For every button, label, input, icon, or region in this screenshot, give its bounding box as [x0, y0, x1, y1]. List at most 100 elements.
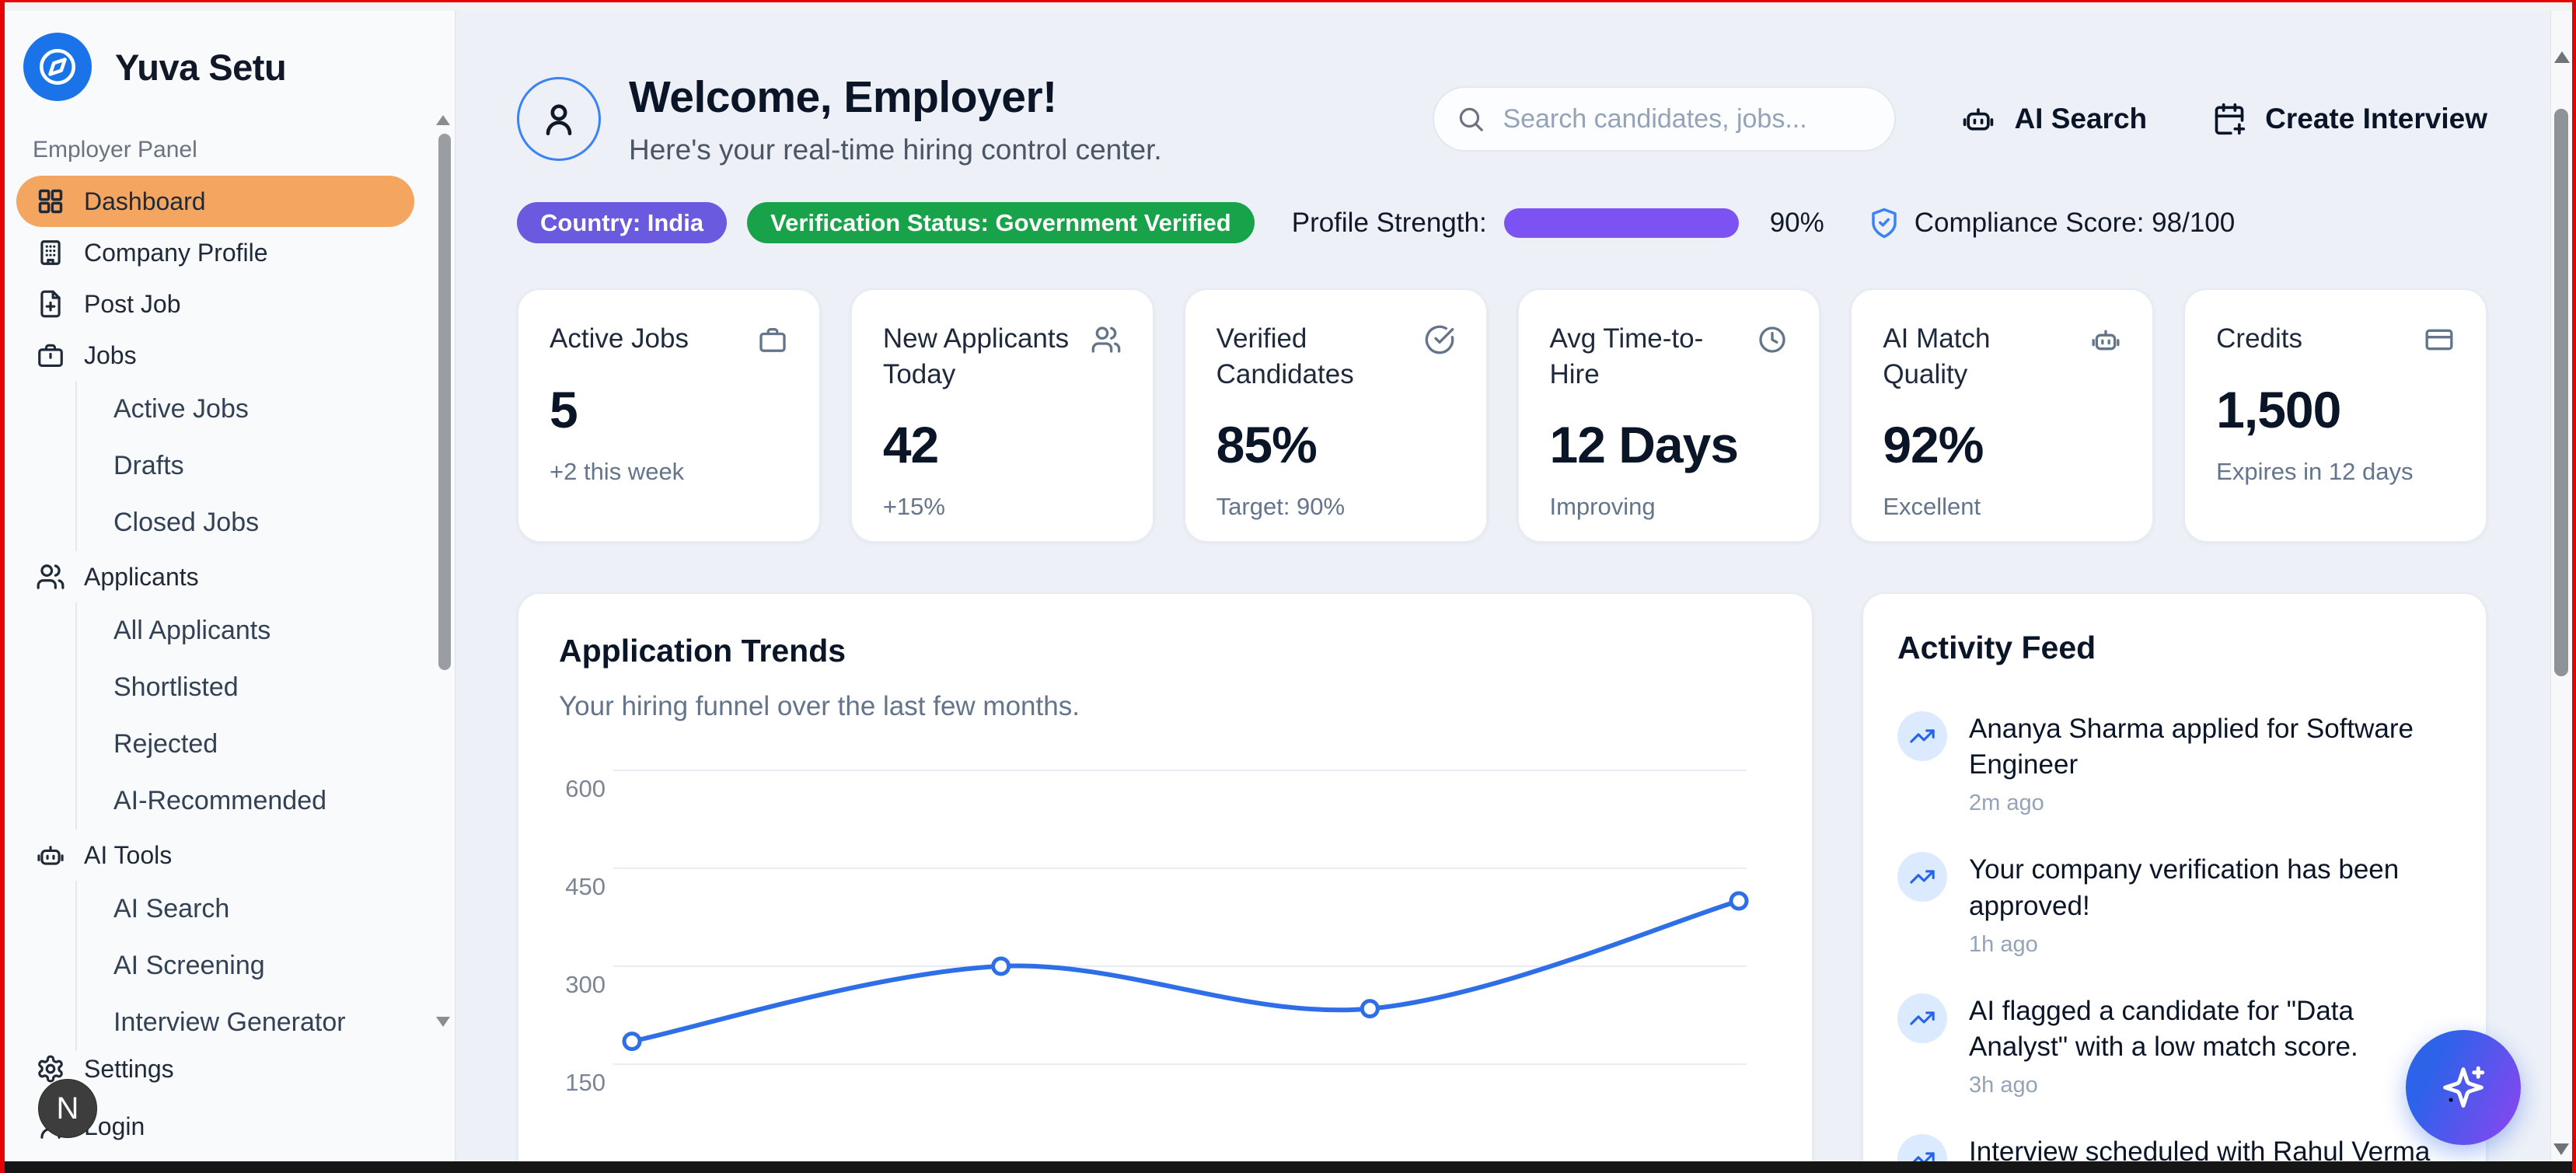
window-scrollbar[interactable]	[2550, 11, 2572, 1161]
search-box[interactable]	[1433, 86, 1897, 152]
trending-up-icon	[1897, 1134, 1947, 1161]
scroll-up-arrow[interactable]	[2553, 51, 2570, 63]
stat-card-credits[interactable]: Credits 1,500 Expires in 12 days	[2183, 288, 2487, 543]
stat-value: 12 Days	[1549, 416, 1740, 473]
sidebar-item-ai-recommended[interactable]: AI-Recommended	[77, 773, 455, 829]
sidebar-item-label: Drafts	[113, 451, 184, 480]
activity-text: Your company verification has been appro…	[1969, 854, 2400, 921]
sidebar-item-closed-jobs[interactable]: Closed Jobs	[77, 494, 455, 551]
activity-item[interactable]: AI flagged a candidate for "Data Analyst…	[1897, 993, 2452, 1098]
sidebar-item-active-jobs[interactable]: Active Jobs	[77, 381, 455, 438]
ai-assistant-fab[interactable]	[2406, 1030, 2521, 1145]
brand: Yuva Setu	[5, 11, 455, 101]
page-title: Welcome, Employer!	[629, 72, 1057, 122]
sidebar-item-interview-generator[interactable]: Interview Generator	[77, 994, 455, 1051]
app-surface: Yuva Setu Employer Panel Dashboard Compa…	[5, 11, 2551, 1161]
user-avatar[interactable]: N	[38, 1079, 97, 1138]
sidebar: Yuva Setu Employer Panel Dashboard Compa…	[5, 11, 456, 1161]
stat-title: Active Jobs	[550, 323, 689, 354]
sidebar-item-label: Settings	[84, 1054, 174, 1083]
stat-card-ai-match-quality[interactable]: AI Match Quality 92% Excellent	[1850, 288, 2155, 543]
sidebar-item-company-profile[interactable]: Company Profile	[16, 227, 414, 278]
sidebar-item-ai-tools[interactable]: AI Tools	[16, 829, 414, 881]
sidebar-item-ai-search[interactable]: AI Search	[77, 881, 455, 937]
sidebar-item-label: AI Tools	[84, 840, 173, 869]
users-icon	[1091, 326, 1120, 353]
compliance-score: Compliance Score: 98/100	[1914, 207, 2236, 238]
sidebar-item-label: AI-Recommended	[113, 786, 327, 815]
clock-icon	[1759, 326, 1785, 353]
create-interview-button[interactable]: Create Interview	[2212, 102, 2487, 136]
stat-title: AI Match Quality	[1883, 323, 1991, 389]
activity-item[interactable]: Interview scheduled with Rahul Verma for…	[1897, 1134, 2452, 1161]
sidebar-item-shortlisted[interactable]: Shortlisted	[77, 659, 455, 716]
activity-text: AI flagged a candidate for "Data Analyst…	[1969, 995, 2358, 1062]
search-input[interactable]	[1501, 103, 1873, 135]
svg-text:300: 300	[565, 971, 606, 998]
calendar-plus-icon	[2215, 103, 2246, 135]
sidebar-item-jobs[interactable]: Jobs	[16, 330, 414, 381]
window-scrollbar-thumb[interactable]	[2554, 109, 2568, 676]
main-content: Welcome, Employer! Here's your real-time…	[456, 11, 2551, 1161]
stat-card-new-applicants[interactable]: New Applicants Today 42 +15%	[850, 288, 1154, 543]
brand-logo	[23, 33, 92, 101]
users-icon	[37, 564, 65, 589]
svg-text:450: 450	[565, 873, 606, 900]
building-icon	[40, 240, 61, 265]
sidebar-item-drafts[interactable]: Drafts	[77, 438, 455, 494]
stat-title: Verified Candidates	[1216, 323, 1354, 389]
stat-value: 92%	[1883, 416, 1984, 473]
trends-chart-svg: 0150300450600	[565, 770, 1749, 1096]
country-badge: Country: India	[517, 202, 728, 243]
sidebar-scroll-up-arrow[interactable]	[436, 115, 450, 125]
sidebar-item-label: AI Screening	[113, 951, 265, 980]
trending-up-icon	[1897, 852, 1947, 902]
svg-text:600: 600	[565, 775, 606, 802]
stat-value: 5	[550, 380, 578, 438]
trending-up-icon	[1897, 993, 1947, 1043]
welcome-block: Welcome, Employer! Here's your real-time…	[517, 72, 1162, 166]
browser-chrome-strip	[5, 2, 2572, 11]
credit-card-icon	[2425, 329, 2453, 351]
activity-body: Interview scheduled with Rahul Verma for…	[1969, 1134, 2452, 1161]
stat-subtext: Excellent	[1883, 493, 1981, 520]
activity-feed-card: Activity Feed Ananya Sharma applied for …	[1862, 592, 2487, 1161]
sidebar-item-settings[interactable]: Settings	[16, 1043, 414, 1094]
sidebar-item-label: Rejected	[113, 729, 218, 759]
stat-card-verified-candidates[interactable]: Verified Candidates 85% Target: 90%	[1183, 288, 1488, 543]
scroll-down-arrow[interactable]	[2553, 1143, 2569, 1155]
activity-item[interactable]: Your company verification has been appro…	[1897, 852, 2452, 957]
sidebar-scrollbar-thumb[interactable]	[438, 134, 451, 670]
sidebar-item-label: All Applicants	[113, 616, 271, 645]
stat-card-avg-time-to-hire[interactable]: Avg Time-to-Hire 12 Days Improving	[1517, 288, 1821, 543]
activity-time: 3h ago	[1969, 1073, 2038, 1098]
activity-body: AI flagged a candidate for "Data Analyst…	[1969, 993, 2452, 1098]
sidebar-item-rejected[interactable]: Rejected	[77, 716, 455, 773]
briefcase-icon	[38, 344, 63, 368]
sidebar-item-post-job[interactable]: Post Job	[16, 278, 414, 330]
stat-title: Credits	[2216, 323, 2303, 354]
stat-subtext: Target: 90%	[1216, 493, 1346, 520]
status-row: Country: India Verification Status: Gove…	[517, 202, 2487, 243]
stat-card-active-jobs[interactable]: Active Jobs 5 +2 this week	[517, 288, 821, 543]
compass-icon	[40, 49, 75, 85]
person-icon	[546, 104, 572, 136]
search-icon	[1460, 107, 1484, 131]
activity-time: 2m ago	[1969, 791, 2044, 816]
sidebar-scroll-down-arrow[interactable]	[436, 1017, 450, 1027]
sidebar-item-label: Closed Jobs	[113, 508, 260, 537]
sidebar-item-applicants[interactable]: Applicants	[16, 551, 414, 602]
ai-search-button[interactable]: AI Search	[1961, 102, 2147, 136]
stat-title: Avg Time-to-Hire	[1549, 323, 1704, 389]
robot-icon	[1963, 108, 1994, 131]
sidebar-item-label: Shortlisted	[113, 672, 239, 702]
sidebar-item-dashboard[interactable]: Dashboard	[16, 176, 414, 227]
stat-value: 42	[882, 416, 939, 473]
activity-item[interactable]: Ananya Sharma applied for Software Engin…	[1897, 711, 2452, 816]
sidebar-item-label: Active Jobs	[113, 394, 249, 424]
sidebar-item-ai-screening[interactable]: AI Screening	[77, 937, 455, 994]
page-subtitle: Here's your real-time hiring control cen…	[629, 134, 1162, 166]
sidebar-item-all-applicants[interactable]: All Applicants	[77, 602, 455, 659]
svg-text:150: 150	[565, 1069, 606, 1096]
